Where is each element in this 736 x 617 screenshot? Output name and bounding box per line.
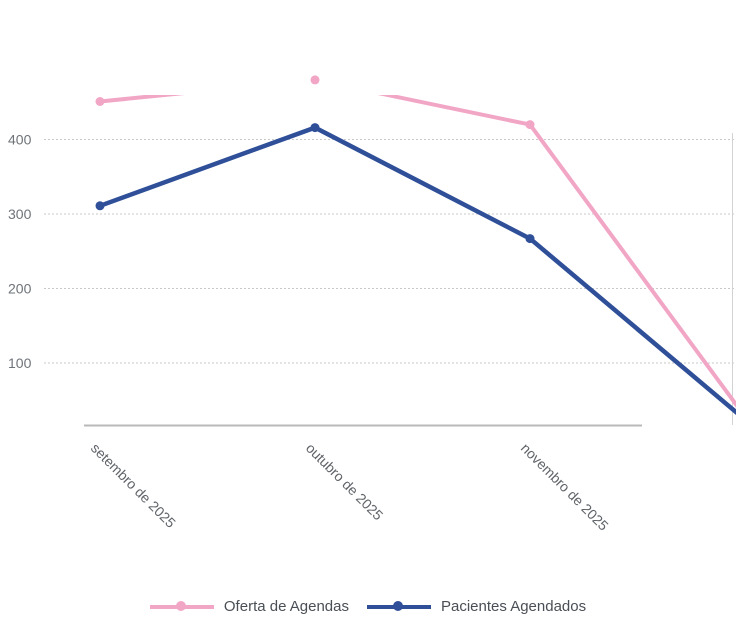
legend-label-oferta-de-agendas: Oferta de Agendas (223, 597, 349, 615)
point-0-0[interactable] (95, 97, 105, 107)
y-tick-label-200: 200 (8, 281, 32, 297)
series-line-0 (98, 77, 736, 408)
point-1-0[interactable] (95, 201, 105, 211)
series-points[interactable] (95, 75, 535, 244)
legend-swatch-pacientes-agendados (366, 600, 431, 612)
legend-label-pacientes-agendados: Pacientes Agendados (440, 597, 587, 615)
legend-item-pacientes-agendados[interactable]: Pacientes Agendados (366, 597, 587, 615)
legend-swatch-oferta-de-agendas (149, 600, 214, 612)
axes (84, 133, 733, 427)
x-tick-label-0: setembro de 2025 (88, 440, 179, 531)
legend: Oferta de Agendas Pacientes Agendados (0, 592, 736, 617)
series-lines (44, 0, 736, 415)
y-tick-label-300: 300 (8, 206, 32, 222)
legend-item-oferta-de-agendas[interactable]: Oferta de Agendas (149, 597, 349, 615)
x-tick-label-2: novembro de 2025 (518, 440, 612, 534)
top-clip-mask (44, 0, 736, 95)
point-1-2[interactable] (525, 234, 535, 244)
point-1-1[interactable] (310, 123, 320, 133)
point-0-2[interactable] (525, 120, 535, 130)
y-tick-label-100: 100 (8, 355, 32, 371)
tick-labels: 100 200 300 400 setembro de 2025 outubro de 2… (8, 132, 612, 534)
grid-lines (44, 139, 736, 364)
x-tick-label-1: outubro de 2025 (303, 440, 387, 524)
point-0-1[interactable] (310, 75, 320, 85)
y-tick-label-400: 400 (8, 132, 32, 148)
series-line-1 (97, 125, 736, 415)
